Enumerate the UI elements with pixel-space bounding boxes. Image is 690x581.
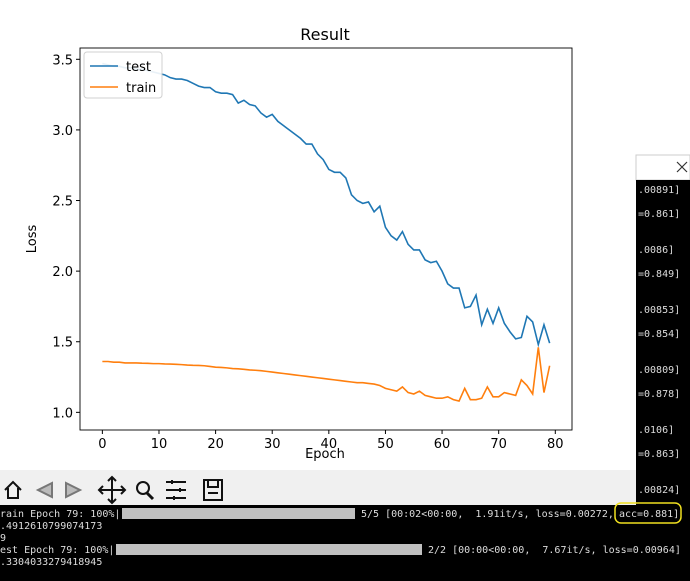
x-tick-label: 30 xyxy=(264,437,281,452)
close-button[interactable] xyxy=(676,161,688,173)
toolbar-buttons xyxy=(4,475,223,505)
side-terminal-line: =0.861] xyxy=(638,209,680,220)
train-suffix: 5/5 [00:02<00:00, 1.91it/s, loss=0.00272… xyxy=(361,509,614,520)
side-terminal xyxy=(636,180,690,505)
x-tick-label: 70 xyxy=(490,437,507,452)
y-tick-label: 1.5 xyxy=(52,336,73,351)
x-axis-label: Epoch xyxy=(305,447,345,462)
terminal-line: 9 xyxy=(0,533,6,544)
train-progress-bar xyxy=(122,508,355,519)
terminal-line: .3304033279418945 xyxy=(0,557,102,568)
back-button[interactable] xyxy=(35,481,53,499)
home-button[interactable] xyxy=(4,480,22,499)
y-tick-label: 1.0 xyxy=(52,406,73,421)
zoom-button[interactable] xyxy=(136,481,150,495)
side-terminal-line: =0.854] xyxy=(638,329,680,340)
x-tick-label: 40 xyxy=(321,437,338,452)
toolbar xyxy=(0,470,636,505)
test-suffix: 2/2 [00:00<00:00, 7.67it/s, loss=0.00964… xyxy=(428,545,681,556)
side-terminal-line: .0086] xyxy=(638,245,674,256)
forward-button[interactable] xyxy=(65,481,83,499)
pan-button[interactable] xyxy=(97,475,127,505)
side-terminal-line: =0.863] xyxy=(638,449,680,460)
chart-title: Result xyxy=(300,25,349,44)
save-button[interactable] xyxy=(203,479,223,501)
y-tick-label: 2.5 xyxy=(52,195,73,210)
y-tick-label: 3.0 xyxy=(52,124,73,139)
side-terminal-line: .00824] xyxy=(638,485,680,496)
y-tick-label: 2.0 xyxy=(52,265,73,280)
y-axis-label: Loss xyxy=(25,225,40,254)
highlight-circle xyxy=(614,502,682,524)
test-progress-bar xyxy=(116,544,422,555)
train-prefix: rain Epoch 79: 100%| xyxy=(0,509,120,520)
terminal-line: .4912610799074173 xyxy=(0,521,102,532)
side-terminal-line: .0106] xyxy=(638,425,674,436)
axes-frame xyxy=(79,47,573,431)
y-tick-label: 3.5 xyxy=(52,53,73,68)
legend-label: train xyxy=(126,81,156,96)
side-terminal-line: =0.849] xyxy=(638,269,680,280)
x-tick-label: 10 xyxy=(151,437,168,452)
zoom-handle xyxy=(145,491,155,501)
x-tick-label: 60 xyxy=(434,437,451,452)
x-tick-label: 20 xyxy=(207,437,224,452)
side-terminal-line: .00809] xyxy=(638,365,680,376)
configure-button[interactable] xyxy=(166,480,186,500)
line-series xyxy=(102,62,551,348)
line-series xyxy=(102,347,551,402)
side-terminal-line: =0.878] xyxy=(638,389,680,400)
test-prefix: est Epoch 79: 100%| xyxy=(0,545,114,556)
side-terminal-line: .00891] xyxy=(638,185,680,196)
x-tick-label: 0 xyxy=(98,437,106,452)
x-tick-label: 80 xyxy=(547,437,564,452)
x-tick-label: 50 xyxy=(377,437,394,452)
side-terminal-line: .00853] xyxy=(638,305,680,316)
train-acc: acc=0.881] xyxy=(619,509,679,520)
background-window xyxy=(636,0,690,155)
legend-label: test xyxy=(126,60,151,75)
